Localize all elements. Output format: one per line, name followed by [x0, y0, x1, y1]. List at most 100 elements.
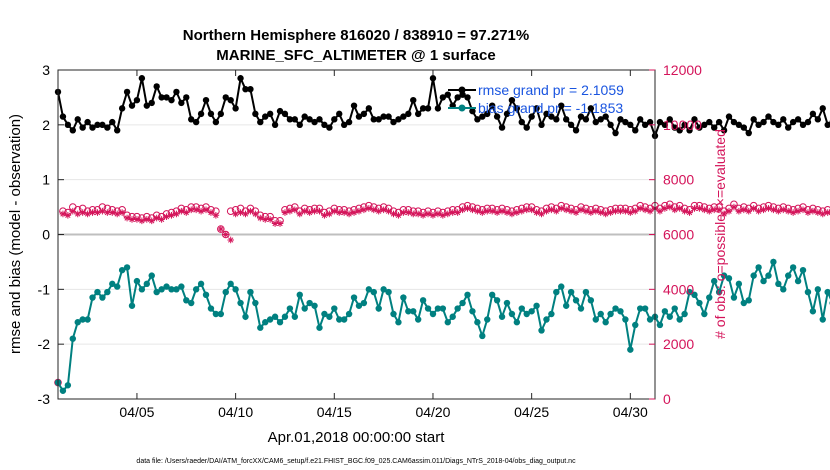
obs-evaluated-point	[192, 206, 200, 214]
obs-evaluated-point	[577, 206, 585, 214]
bias-point	[271, 313, 279, 320]
bias-point	[89, 294, 96, 301]
bias-point	[686, 288, 693, 296]
obs-evaluated-point	[523, 206, 531, 214]
bias-point	[804, 288, 812, 296]
rmse-point	[686, 127, 693, 134]
bias-point	[128, 302, 136, 309]
obs-evaluated-point	[819, 210, 827, 218]
rmse-point	[661, 121, 669, 129]
bias-point	[158, 286, 165, 293]
obs-evaluated-point	[326, 210, 333, 218]
rmse-point	[765, 113, 772, 120]
obs-evaluated-point	[64, 212, 72, 219]
y2-tick-label: 6000	[663, 227, 694, 243]
rmse-point	[336, 110, 343, 118]
bias-point	[558, 283, 565, 290]
bias-point	[434, 305, 442, 312]
bias-point	[439, 305, 447, 312]
bias-point	[567, 288, 575, 296]
legend-label-rmse: rmse grand pr = 2.1059	[478, 82, 624, 98]
rmse-point	[775, 121, 782, 129]
rmse-point	[464, 94, 471, 101]
bias-point	[345, 310, 353, 318]
obs-evaluated-point	[809, 207, 817, 215]
series-rmse	[54, 74, 830, 139]
rmse-point	[350, 102, 358, 109]
y-tick-label: 0	[42, 227, 50, 243]
obs-evaluated-point	[444, 210, 452, 218]
rmse-point	[197, 110, 205, 118]
obs-evaluated-point	[705, 207, 713, 215]
rmse-point	[567, 121, 575, 129]
bias-point	[94, 288, 101, 296]
rmse-point	[725, 113, 733, 120]
bias-point	[562, 302, 570, 309]
obs-evaluated-point	[113, 210, 121, 218]
rmse-point	[641, 121, 649, 129]
rmse-point	[79, 124, 86, 131]
rmse-point	[523, 124, 530, 131]
y-axis-right: 0 2000 4000 6000 8000 10000 12000	[649, 62, 702, 407]
rmse-point	[360, 110, 368, 118]
obs-evaluated-point	[676, 205, 683, 212]
bias-point	[464, 291, 471, 299]
bias-point	[582, 288, 590, 296]
rmse-point	[785, 124, 792, 131]
bias-point	[331, 305, 338, 312]
obs-evaluated-point	[242, 210, 249, 218]
rmse-point	[439, 94, 447, 101]
obs-evaluated-point	[750, 205, 757, 212]
bias-point	[671, 305, 678, 312]
obs-evaluated-point	[636, 205, 644, 212]
rmse-point	[148, 99, 155, 107]
obs-evaluated-point	[439, 212, 447, 219]
bias-point	[785, 272, 792, 279]
rmse-point	[577, 113, 585, 120]
rmse-point	[627, 121, 634, 129]
obs-evaluated-point	[681, 207, 688, 215]
rmse-point	[188, 116, 195, 123]
rmse-point	[202, 96, 210, 104]
rmse-point	[232, 105, 239, 112]
rmse-point	[89, 124, 96, 131]
bias-point	[123, 264, 131, 271]
obs-evaluated-point	[311, 207, 318, 215]
rmse-point	[276, 107, 284, 115]
obs-evaluated-point	[483, 207, 491, 215]
obs-evaluated-point	[69, 207, 77, 215]
rmse-point	[503, 110, 511, 118]
bias-point	[730, 294, 738, 301]
obs-evaluated-point	[562, 206, 570, 214]
bias-point	[178, 283, 185, 290]
rmse-point	[789, 118, 797, 126]
obs-evaluated-point	[321, 212, 328, 219]
bias-point	[247, 288, 254, 296]
y-tick-label: 3	[42, 62, 50, 78]
bias-point	[622, 316, 629, 323]
rmse-point	[444, 91, 451, 98]
obs-evaluated-point	[760, 206, 767, 214]
bias-point	[676, 316, 683, 323]
rmse-point	[271, 121, 279, 129]
rmse-point	[262, 113, 269, 120]
bias-point	[227, 280, 234, 288]
obs-evaluated-point	[197, 207, 205, 215]
rmse-point	[602, 113, 609, 120]
bias-point	[262, 319, 269, 326]
rmse-point	[247, 85, 254, 93]
y-axis-label: rmse and bias (model - observation)	[7, 114, 24, 354]
rmse-point	[720, 127, 728, 134]
rmse-point	[212, 118, 220, 126]
bias-point	[523, 310, 530, 318]
rmse-point	[498, 124, 506, 131]
obs-evaluated-point	[745, 207, 753, 215]
rmse-point	[804, 118, 812, 126]
bias-point	[84, 316, 91, 323]
rmse-point	[143, 102, 151, 109]
y2-tick-label: 0	[663, 391, 671, 407]
chart-title-line1: Northern Hemisphere 816020 / 838910 = 97…	[183, 27, 529, 44]
obs-evaluated-point	[163, 213, 170, 220]
rmse-point	[296, 121, 303, 129]
